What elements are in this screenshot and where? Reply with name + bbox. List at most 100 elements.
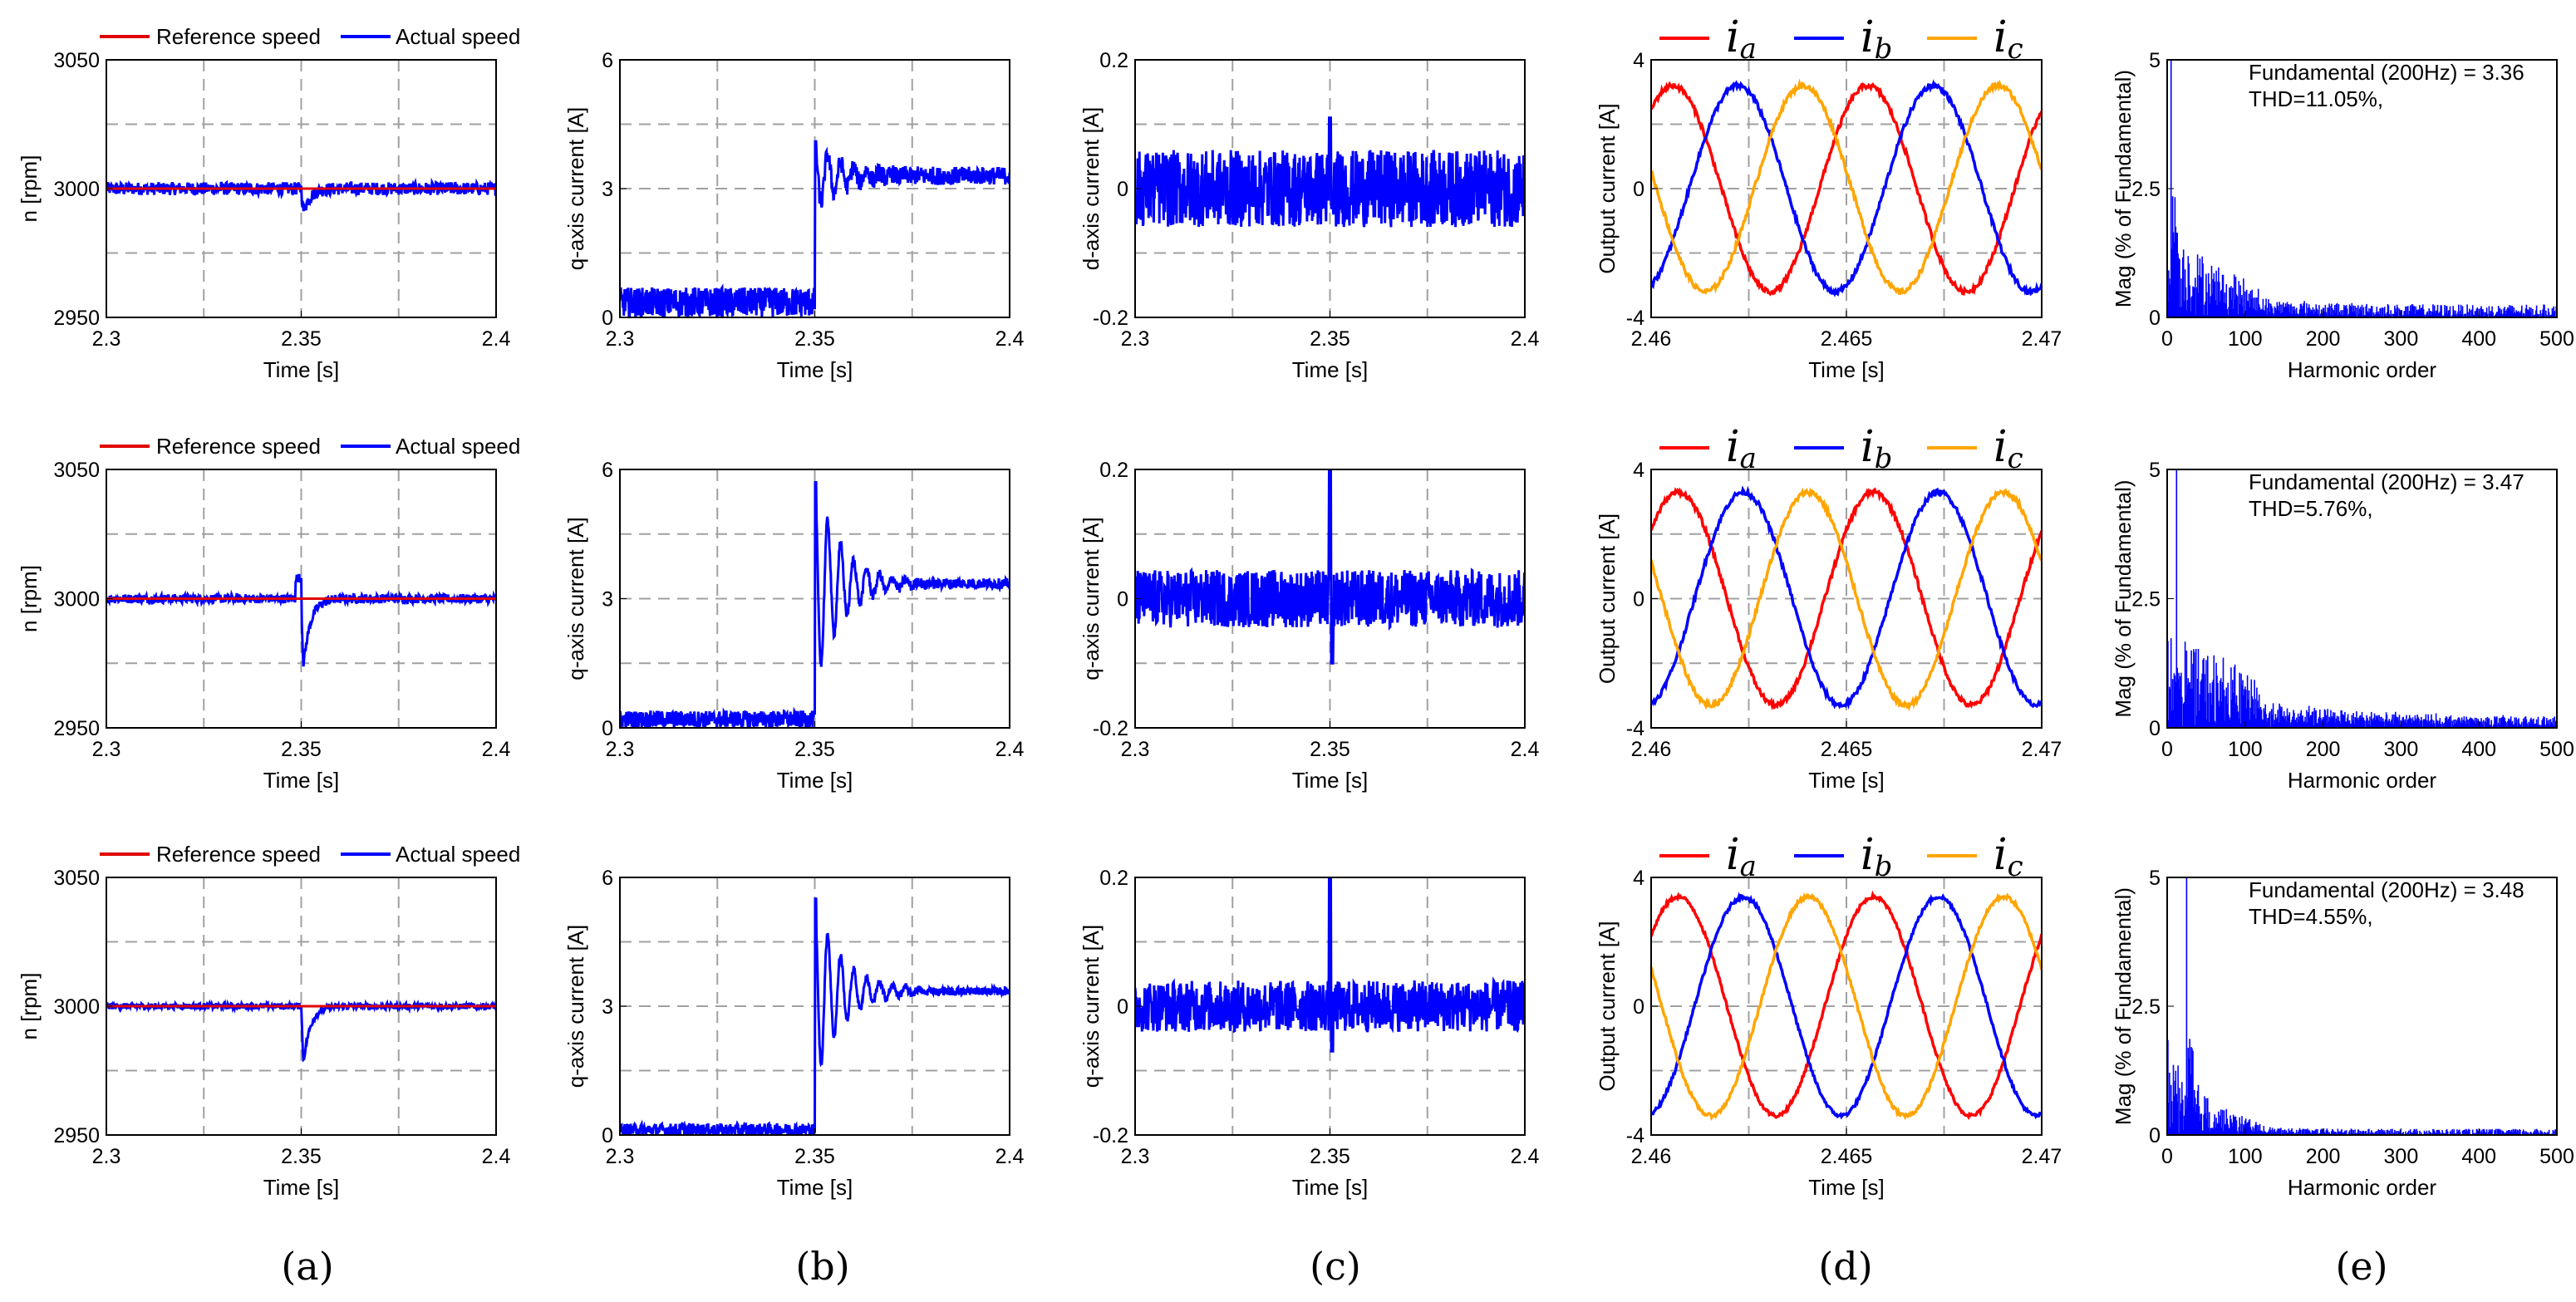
x-axis-label: Time [s] [1292, 357, 1368, 382]
panel-r1a: 2.3 2.35 2.4 2950 3000 3050 Time [s] n [rpm] Ref… [17, 24, 520, 382]
fft-fundamental-label: Fundamental (200Hz) = 3.36 [2249, 60, 2524, 85]
x-tick-label: 2.35 [281, 327, 322, 351]
y-tick-label: 0 [602, 1124, 613, 1147]
series-ia [1651, 81, 2042, 297]
y-axis-label: Output current [A] [1595, 513, 1620, 684]
data-layer [106, 573, 496, 667]
legend-ia-label: ia [1726, 422, 1757, 475]
x-tick-label: 2.3 [92, 327, 121, 351]
x-tick-label: 100 [2228, 327, 2263, 351]
y-tick-label: 0 [602, 307, 613, 330]
x-tick-label: 2.35 [794, 1145, 835, 1168]
x-axis-label: Harmonic order [2288, 357, 2437, 382]
x-axis-label: Time [s] [777, 768, 853, 793]
x-tick-label: 0 [2161, 738, 2173, 761]
x-tick-label: 2.3 [1121, 738, 1150, 761]
y-tick-label: -4 [1626, 1124, 1644, 1147]
y-tick-label: 5 [2149, 459, 2161, 482]
y-axis-label: n [rpm] [17, 565, 42, 632]
series-ia [1651, 487, 2042, 710]
series-ic [1651, 892, 2042, 1121]
x-tick-label: 2.4 [995, 1145, 1025, 1168]
x-tick-label: 2.47 [2022, 1145, 2062, 1168]
panel-r1b: 2.3 2.35 2.4 0 3 6 Time [s] q-axis current [A] [563, 49, 1024, 382]
legend-ia-label: ia [1726, 12, 1757, 66]
series-ib [1651, 485, 2042, 710]
panel-r3c: 2.3 2.35 2.4 -0.2 0 0.2 Time [s] q-axis current… [1079, 867, 1539, 1200]
x-tick-label: 2.465 [1821, 1145, 1873, 1168]
x-tick-label: 500 [2539, 1145, 2574, 1168]
x-axis-label: Time [s] [777, 1175, 853, 1200]
x-tick-label: 2.4 [1511, 738, 1540, 761]
y-tick-label: -4 [1626, 307, 1644, 330]
x-axis-label: Time [s] [263, 357, 339, 382]
data-layer [106, 177, 496, 212]
data-layer [1135, 469, 1525, 665]
y-tick-label: 0.2 [1099, 49, 1128, 72]
y-axis-label: q-axis current [A] [563, 107, 588, 271]
y-tick-label: 0 [602, 717, 613, 740]
y-tick-label: 2950 [53, 717, 100, 740]
y-tick-label: 5 [2149, 867, 2161, 890]
x-tick-label: 2.4 [482, 1145, 511, 1168]
y-tick-label: 3000 [53, 995, 100, 1019]
x-tick-label: 2.3 [92, 738, 121, 761]
legend-ib-label: ib [1861, 830, 1892, 883]
x-tick-label: 500 [2539, 327, 2574, 351]
x-tick-label: 200 [2306, 738, 2341, 761]
y-axis-label: q-axis current [A] [563, 925, 588, 1088]
series-ia [1651, 890, 2042, 1121]
x-tick-label: 100 [2228, 1145, 2263, 1168]
legend-subscript: a [1740, 442, 1757, 475]
y-axis-label: Mag (% of Fundamental) [2111, 887, 2136, 1125]
legend-ib-label: ib [1861, 12, 1892, 66]
y-tick-label: 0.2 [1099, 867, 1128, 890]
legend-reference-label: Reference speed [156, 434, 321, 459]
y-tick-label: 3 [602, 588, 613, 612]
y-tick-label: 0 [2149, 717, 2161, 740]
q-current-series [620, 481, 1010, 728]
y-tick-label: 2.5 [2131, 995, 2161, 1019]
legend-ib-label: ib [1861, 422, 1892, 475]
x-tick-label: 500 [2539, 738, 2574, 761]
x-tick-label: 2.35 [281, 738, 322, 761]
x-tick-label: 2.465 [1821, 738, 1873, 761]
x-tick-label: 2.35 [1310, 738, 1350, 761]
data-layer [106, 999, 496, 1063]
series-ib [1651, 892, 2042, 1120]
panel-label-d: (d) [1818, 1244, 1872, 1289]
x-tick-label: 2.46 [1631, 1145, 1672, 1168]
panel-label-b: (b) [795, 1244, 849, 1289]
x-tick-label: 0 [2161, 327, 2173, 351]
panel-r2c: 2.3 2.35 2.4 -0.2 0 0.2 Time [s] q-axis current… [1079, 459, 1539, 793]
data-layer [1651, 485, 2042, 712]
x-tick-label: 2.3 [1121, 1145, 1150, 1168]
q-current-series [620, 140, 1010, 317]
x-tick-label: 2.47 [2022, 327, 2062, 351]
x-tick-label: 300 [2384, 327, 2419, 351]
x-tick-label: 300 [2384, 738, 2419, 761]
y-axis-label: Output current [A] [1595, 103, 1620, 273]
x-tick-label: 2.47 [2022, 738, 2062, 761]
x-tick-label: 2.4 [995, 327, 1025, 351]
x-tick-label: 300 [2384, 1145, 2419, 1168]
y-tick-label: 0 [1117, 588, 1128, 612]
x-tick-label: 2.46 [1631, 327, 1672, 351]
panel-label-e: (e) [2335, 1244, 2387, 1289]
y-tick-label: 0 [2149, 307, 2161, 330]
x-tick-label: 100 [2228, 738, 2263, 761]
y-tick-label: -0.2 [1093, 307, 1128, 330]
legend-subscript: a [1740, 850, 1757, 883]
y-tick-label: -0.2 [1093, 717, 1128, 740]
x-tick-label: 2.4 [482, 738, 511, 761]
legend-subscript: c [2008, 850, 2023, 883]
x-tick-label: 400 [2461, 1145, 2496, 1168]
x-tick-label: 200 [2306, 1145, 2341, 1168]
panel-r1e: 0 100 200 300 400 500 0 2.5 5 Harmonic order Mag (… [2111, 49, 2574, 382]
data-layer [1135, 116, 1525, 228]
y-tick-label: 2.5 [2131, 178, 2161, 201]
y-tick-label: 2950 [53, 307, 100, 330]
y-axis-label: q-axis current [A] [1079, 925, 1104, 1088]
legend-actual-label: Actual speed [396, 842, 520, 867]
